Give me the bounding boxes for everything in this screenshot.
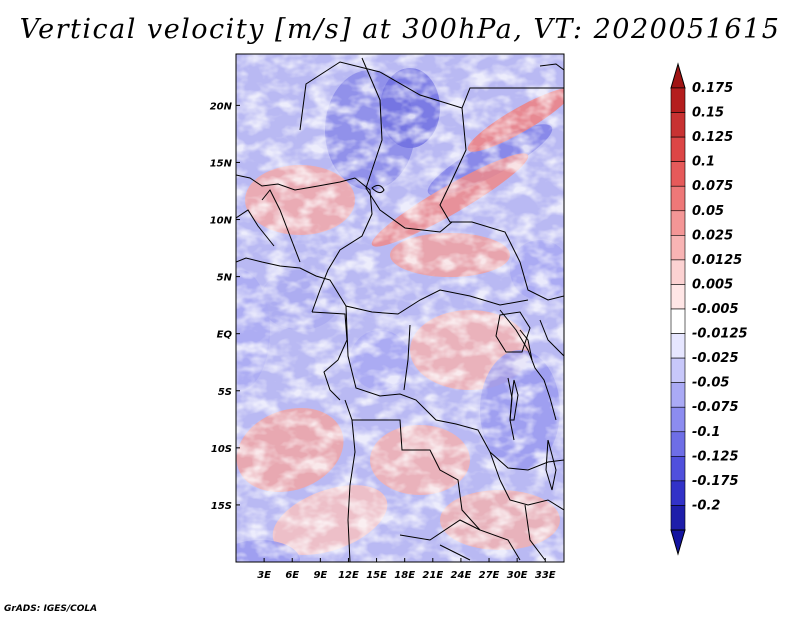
lat-tick-label: EQ (217, 330, 233, 341)
colorbar-swatch (670, 136, 686, 162)
map-title: Vertical velocity [m/s] at 300hPa, VT: 2… (19, 14, 781, 45)
colorbar-top-arrow (670, 62, 686, 89)
colorbar-label: 0.025 (692, 228, 733, 243)
colorbar-label: -0.005 (692, 302, 739, 317)
lon-tick-label: 9E (313, 570, 327, 581)
lon-tick-label: 21E (422, 570, 443, 581)
colorbar-label: 0.175 (692, 81, 733, 96)
lat-tick-label: 5S (218, 387, 232, 398)
colorbar-swatch (670, 284, 686, 310)
colorbar-bottom-arrow (670, 529, 686, 556)
country-borders (236, 57, 564, 562)
lon-tick-label: 33E (535, 570, 556, 581)
colorbar-swatch (670, 382, 686, 408)
lon-tick-label: 15E (366, 570, 387, 581)
colorbar-label: -0.2 (692, 498, 720, 513)
colorbar-label: -0.05 (692, 376, 729, 391)
lakes (371, 184, 557, 491)
colorbar-label: -0.0125 (692, 327, 748, 342)
colorbar-swatch (670, 112, 686, 138)
colorbar-swatch (670, 406, 686, 433)
colorbar-swatch (670, 235, 686, 261)
colorbar-swatch (670, 480, 686, 506)
colorbar-label: 0.15 (692, 106, 724, 121)
colorbar-label: 0.125 (692, 130, 733, 145)
plot-frame (235, 53, 565, 563)
colorbar-label: 0.05 (692, 204, 724, 219)
colorbar-label: 0.0125 (692, 253, 742, 268)
colorbar-swatch (670, 161, 686, 187)
colorbar-label: 0.075 (692, 179, 733, 194)
lon-tick-label: 27E (479, 570, 500, 581)
credit-label: GrADS: IGES/COLA (4, 604, 98, 614)
lon-tick-label: 3E (257, 570, 271, 581)
colorbar-label: -0.075 (692, 400, 739, 415)
colorbar-swatch (670, 431, 686, 457)
colorbar-label: 0.005 (692, 277, 733, 292)
colorbar-swatch (670, 308, 686, 334)
lat-tick-label: 20N (210, 101, 233, 112)
lon-tick-label: 24E (451, 570, 472, 581)
colorbar-swatch (670, 87, 686, 113)
lat-tick-label: 5N (217, 273, 233, 284)
lat-tick-label: 10S (211, 444, 232, 455)
colorbar-label: -0.025 (692, 351, 739, 366)
colorbar-swatch (670, 357, 686, 383)
colorbar-swatch (670, 210, 686, 236)
lon-tick-label: 12E (338, 570, 359, 581)
colorbar-label: -0.175 (692, 474, 739, 489)
longitude-axis: 3E 6E 9E 12E 15E 18E 21E 24E 27E 30E 33E (257, 558, 556, 581)
latitude-axis: 20N 15N 10N 5N EQ 5S 10S 15S (210, 101, 240, 512)
colorbar-swatch (670, 259, 686, 285)
lat-tick-label: 10N (210, 216, 233, 227)
colorbar: 0.175 0.15 0.125 0.1 0.075 0.05 0.025 0.0125 0.0… (670, 62, 748, 556)
vertical-velocity-field (236, 54, 564, 562)
colorbar-label: -0.125 (692, 449, 739, 464)
lon-tick-label: 18E (394, 570, 415, 581)
lat-tick-label: 15N (210, 158, 233, 169)
colorbar-swatch (670, 456, 686, 482)
lon-tick-label: 30E (507, 570, 528, 581)
lon-tick-label: 6E (285, 570, 299, 581)
lat-tick-label: 15S (211, 501, 232, 512)
colorbar-swatch (670, 505, 686, 531)
colorbar-swatch (670, 185, 686, 212)
colorbar-label: 0.1 (692, 155, 715, 170)
colorbar-label: -0.1 (692, 425, 720, 440)
colorbar-swatch (670, 333, 686, 359)
